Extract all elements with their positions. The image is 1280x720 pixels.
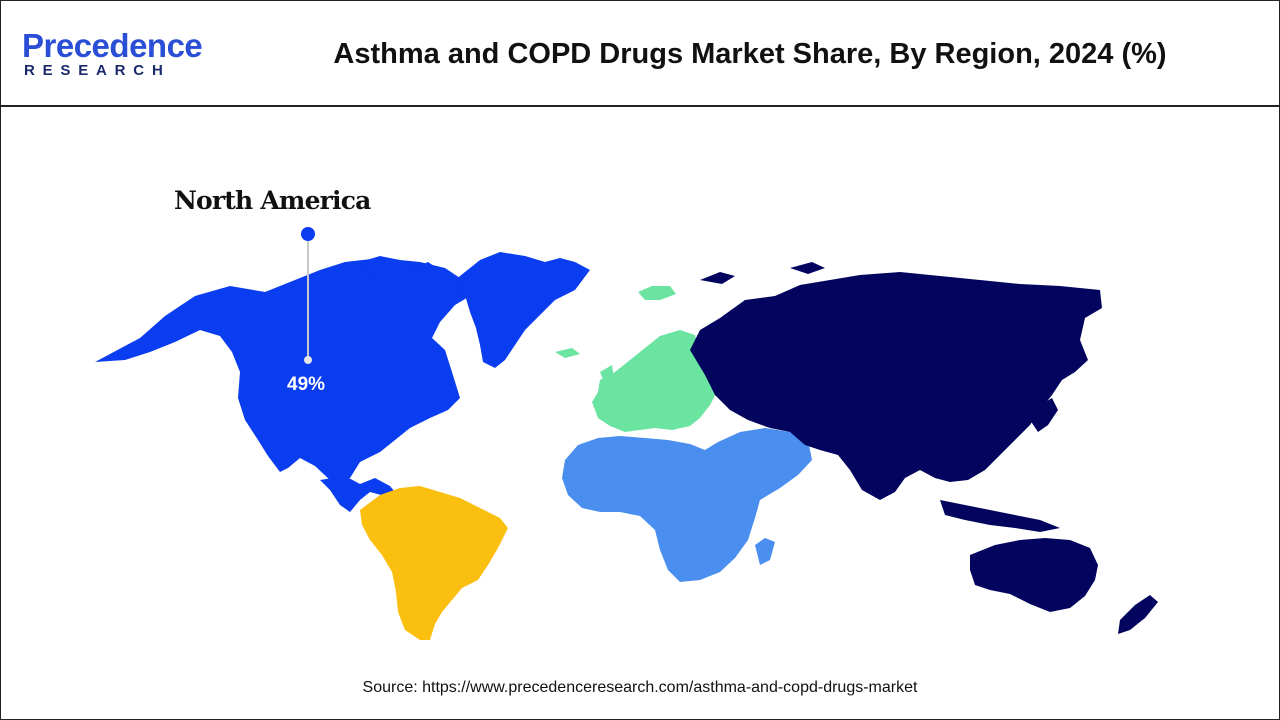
region-latin-america [360, 486, 508, 640]
region-north-america [95, 252, 590, 512]
brand-subtitle: RESEARCH [24, 62, 171, 79]
region-asia-pacific [690, 262, 1158, 634]
world-map [95, 252, 1158, 640]
callout-marker [301, 227, 315, 241]
callout-anchor [304, 356, 312, 364]
north-america-value: 49% [287, 374, 326, 395]
header: Precedence RESEARCH Asthma and COPD Drug… [0, 0, 1280, 107]
region-europe [555, 286, 718, 432]
chart-title: Asthma and COPD Drugs Market Share, By R… [333, 38, 1167, 70]
callout-region-label: North America [174, 186, 371, 215]
brand-logo: Precedence RESEARCH [22, 28, 212, 84]
region-middle-east-africa [562, 428, 812, 582]
source-citation: Source: https://www.precedenceresearch.c… [362, 679, 918, 696]
brand-name: Precedence [22, 27, 203, 64]
